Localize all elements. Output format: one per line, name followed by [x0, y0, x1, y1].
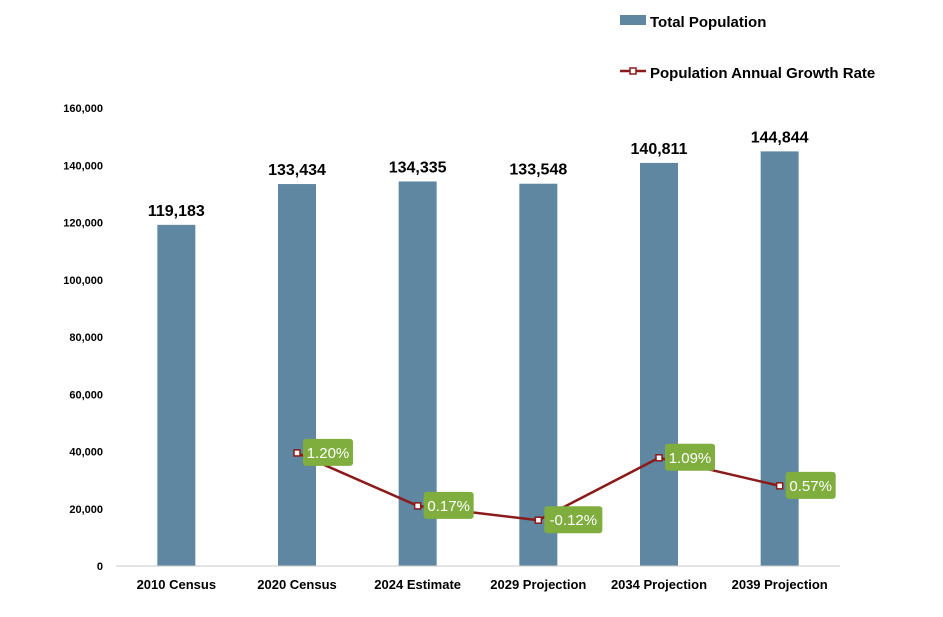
bar-value-label: 133,548 [509, 162, 567, 179]
x-tick-label: 2039 Projection [732, 577, 828, 592]
growth-rate-label: 1.20% [307, 445, 350, 462]
growth-rate-label-badge [544, 506, 603, 534]
growth-rate-marker [534, 516, 543, 524]
growth-rate-label: 0.57% [789, 478, 832, 495]
bar-value-label: 134,335 [389, 159, 447, 176]
y-tick-label: 40,000 [69, 447, 103, 459]
legend: Total Population Population Annual Growt… [620, 14, 875, 82]
growth-rate-marker [655, 454, 663, 462]
growth-rate-marker [293, 449, 301, 457]
x-tick-label: 2010 Census [137, 577, 217, 592]
growth-rate-label-badge [303, 438, 353, 466]
bar [157, 224, 196, 566]
bar [640, 162, 678, 566]
x-tick-label: 2029 Projection [490, 577, 586, 592]
y-tick-label: 20,000 [69, 504, 103, 516]
y-tick-label: 160,000 [63, 103, 103, 115]
y-tick-label: 80,000 [69, 332, 103, 344]
x-tick-label: 2024 Estimate [374, 577, 461, 592]
legend-swatch-total-population [620, 15, 646, 25]
legend-label-total-population: Total Population [650, 14, 766, 31]
growth-rate-label-badge [785, 471, 836, 499]
bar-value-label: 144,844 [751, 129, 809, 146]
y-tick-label: 140,000 [63, 160, 103, 172]
legend-marker-growth-rate [629, 67, 637, 75]
y-tick-label: 120,000 [63, 218, 103, 230]
y-tick-label: 60,000 [69, 389, 103, 401]
growth-rate-label: 1.09% [669, 450, 712, 467]
bar [760, 151, 799, 567]
growth-rate-label-badge [423, 491, 474, 519]
y-axis: 0 20,000 40,000 60,000 80,000 100,000 120,000 1… [63, 103, 103, 573]
x-axis: 2010 Census 2020 Census 2024 Estimate 2029 … [137, 577, 828, 592]
y-tick-label: 0 [97, 561, 103, 573]
bar-value-label: 119,183 [148, 203, 205, 220]
bars: 119,183 133,434 134,335 133,548 140,811 144,8… [148, 129, 809, 567]
growth-rate-marker [413, 502, 422, 510]
bar-value-label: 133,434 [268, 162, 326, 179]
growth-rate-label: -0.12% [550, 512, 598, 529]
x-tick-label: 2034 Projection [611, 577, 707, 592]
growth-rate-label-badge [665, 443, 715, 471]
y-tick-label: 100,000 [63, 275, 103, 287]
growth-rate-marker [775, 482, 784, 490]
bar-value-label: 140,811 [631, 141, 688, 158]
bar [519, 183, 558, 566]
bar [278, 184, 316, 567]
growth-rate-line: 1.20% 0.17% -0.12% 1.09% 0.57% [293, 438, 836, 534]
legend-label-growth-rate: Population Annual Growth Rate [650, 65, 875, 82]
x-tick-label: 2020 Census [257, 577, 337, 592]
growth-rate-label: 0.17% [427, 498, 470, 515]
